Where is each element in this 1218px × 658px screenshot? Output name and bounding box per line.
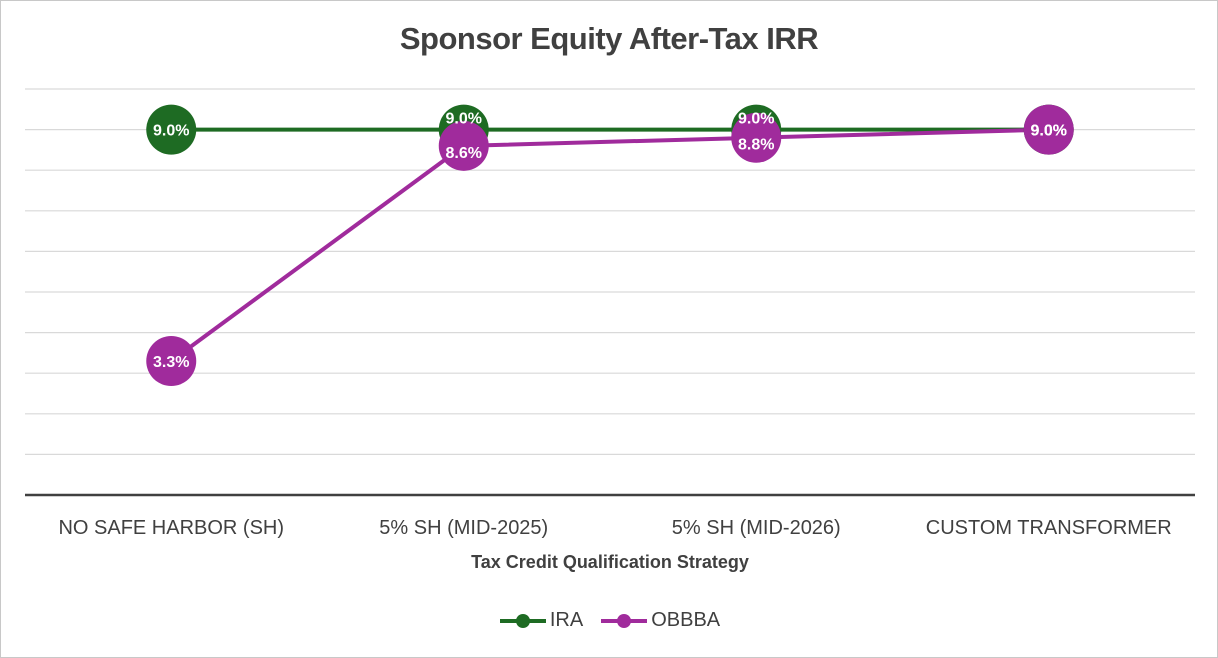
x-axis-title: Tax Credit Qualification Strategy <box>471 552 749 572</box>
data-point-obbba <box>146 336 197 387</box>
data-point-obbba <box>731 112 782 163</box>
x-tick-label: NO SAFE HARBOR (SH) <box>58 517 284 539</box>
series-points: 9.0%9.0% 9.0%9.0%3.3%8.6% 8.8%9.0% <box>146 104 1074 387</box>
line-chart: NO SAFE HARBOR (SH) 5% SH (MID-2025) 5% SH… <box>25 88 1195 539</box>
legend: IRA OBBBA <box>1 609 1217 632</box>
x-tick-label: 5% SH (MID-2025) <box>379 517 548 539</box>
x-tick-label: CUSTOM TRANSFORMER <box>926 517 1172 539</box>
legend-label: OBBBA <box>651 609 721 631</box>
data-label-ira: 9.0% <box>738 111 774 128</box>
data-point-ira <box>146 104 197 155</box>
series-lines <box>170 127 1049 363</box>
gridlines <box>25 88 1195 455</box>
data-point-obbba <box>438 120 489 171</box>
legend-swatch <box>601 613 648 628</box>
data-label-ira: 9.0% <box>1031 123 1067 140</box>
data-label-obbba: 8.6% <box>446 145 482 162</box>
data-label-ira: 9.0% <box>446 111 482 128</box>
legend-item-ira: IRA <box>499 609 584 632</box>
data-label-obbba: 3.3% <box>153 354 189 371</box>
legend-label: IRA <box>549 609 584 631</box>
chart-title: Sponsor Equity After-Tax IRR <box>399 21 819 56</box>
x-tick-label: 5% SH (MID-2026) <box>672 517 841 539</box>
data-label-obbba: 8.8% <box>738 137 774 154</box>
data-label-obbba: 9.0% <box>1031 123 1067 140</box>
data-label-ira: 9.0% <box>153 123 189 140</box>
data-point-obbba <box>1023 104 1074 155</box>
x-tick-labels: NO SAFE HARBOR (SH) 5% SH (MID-2025) 5% SH… <box>58 517 1171 539</box>
legend-swatch <box>499 613 546 628</box>
legend-item-obbba: OBBBA <box>601 609 720 632</box>
series-line-obbba <box>170 127 1049 363</box>
